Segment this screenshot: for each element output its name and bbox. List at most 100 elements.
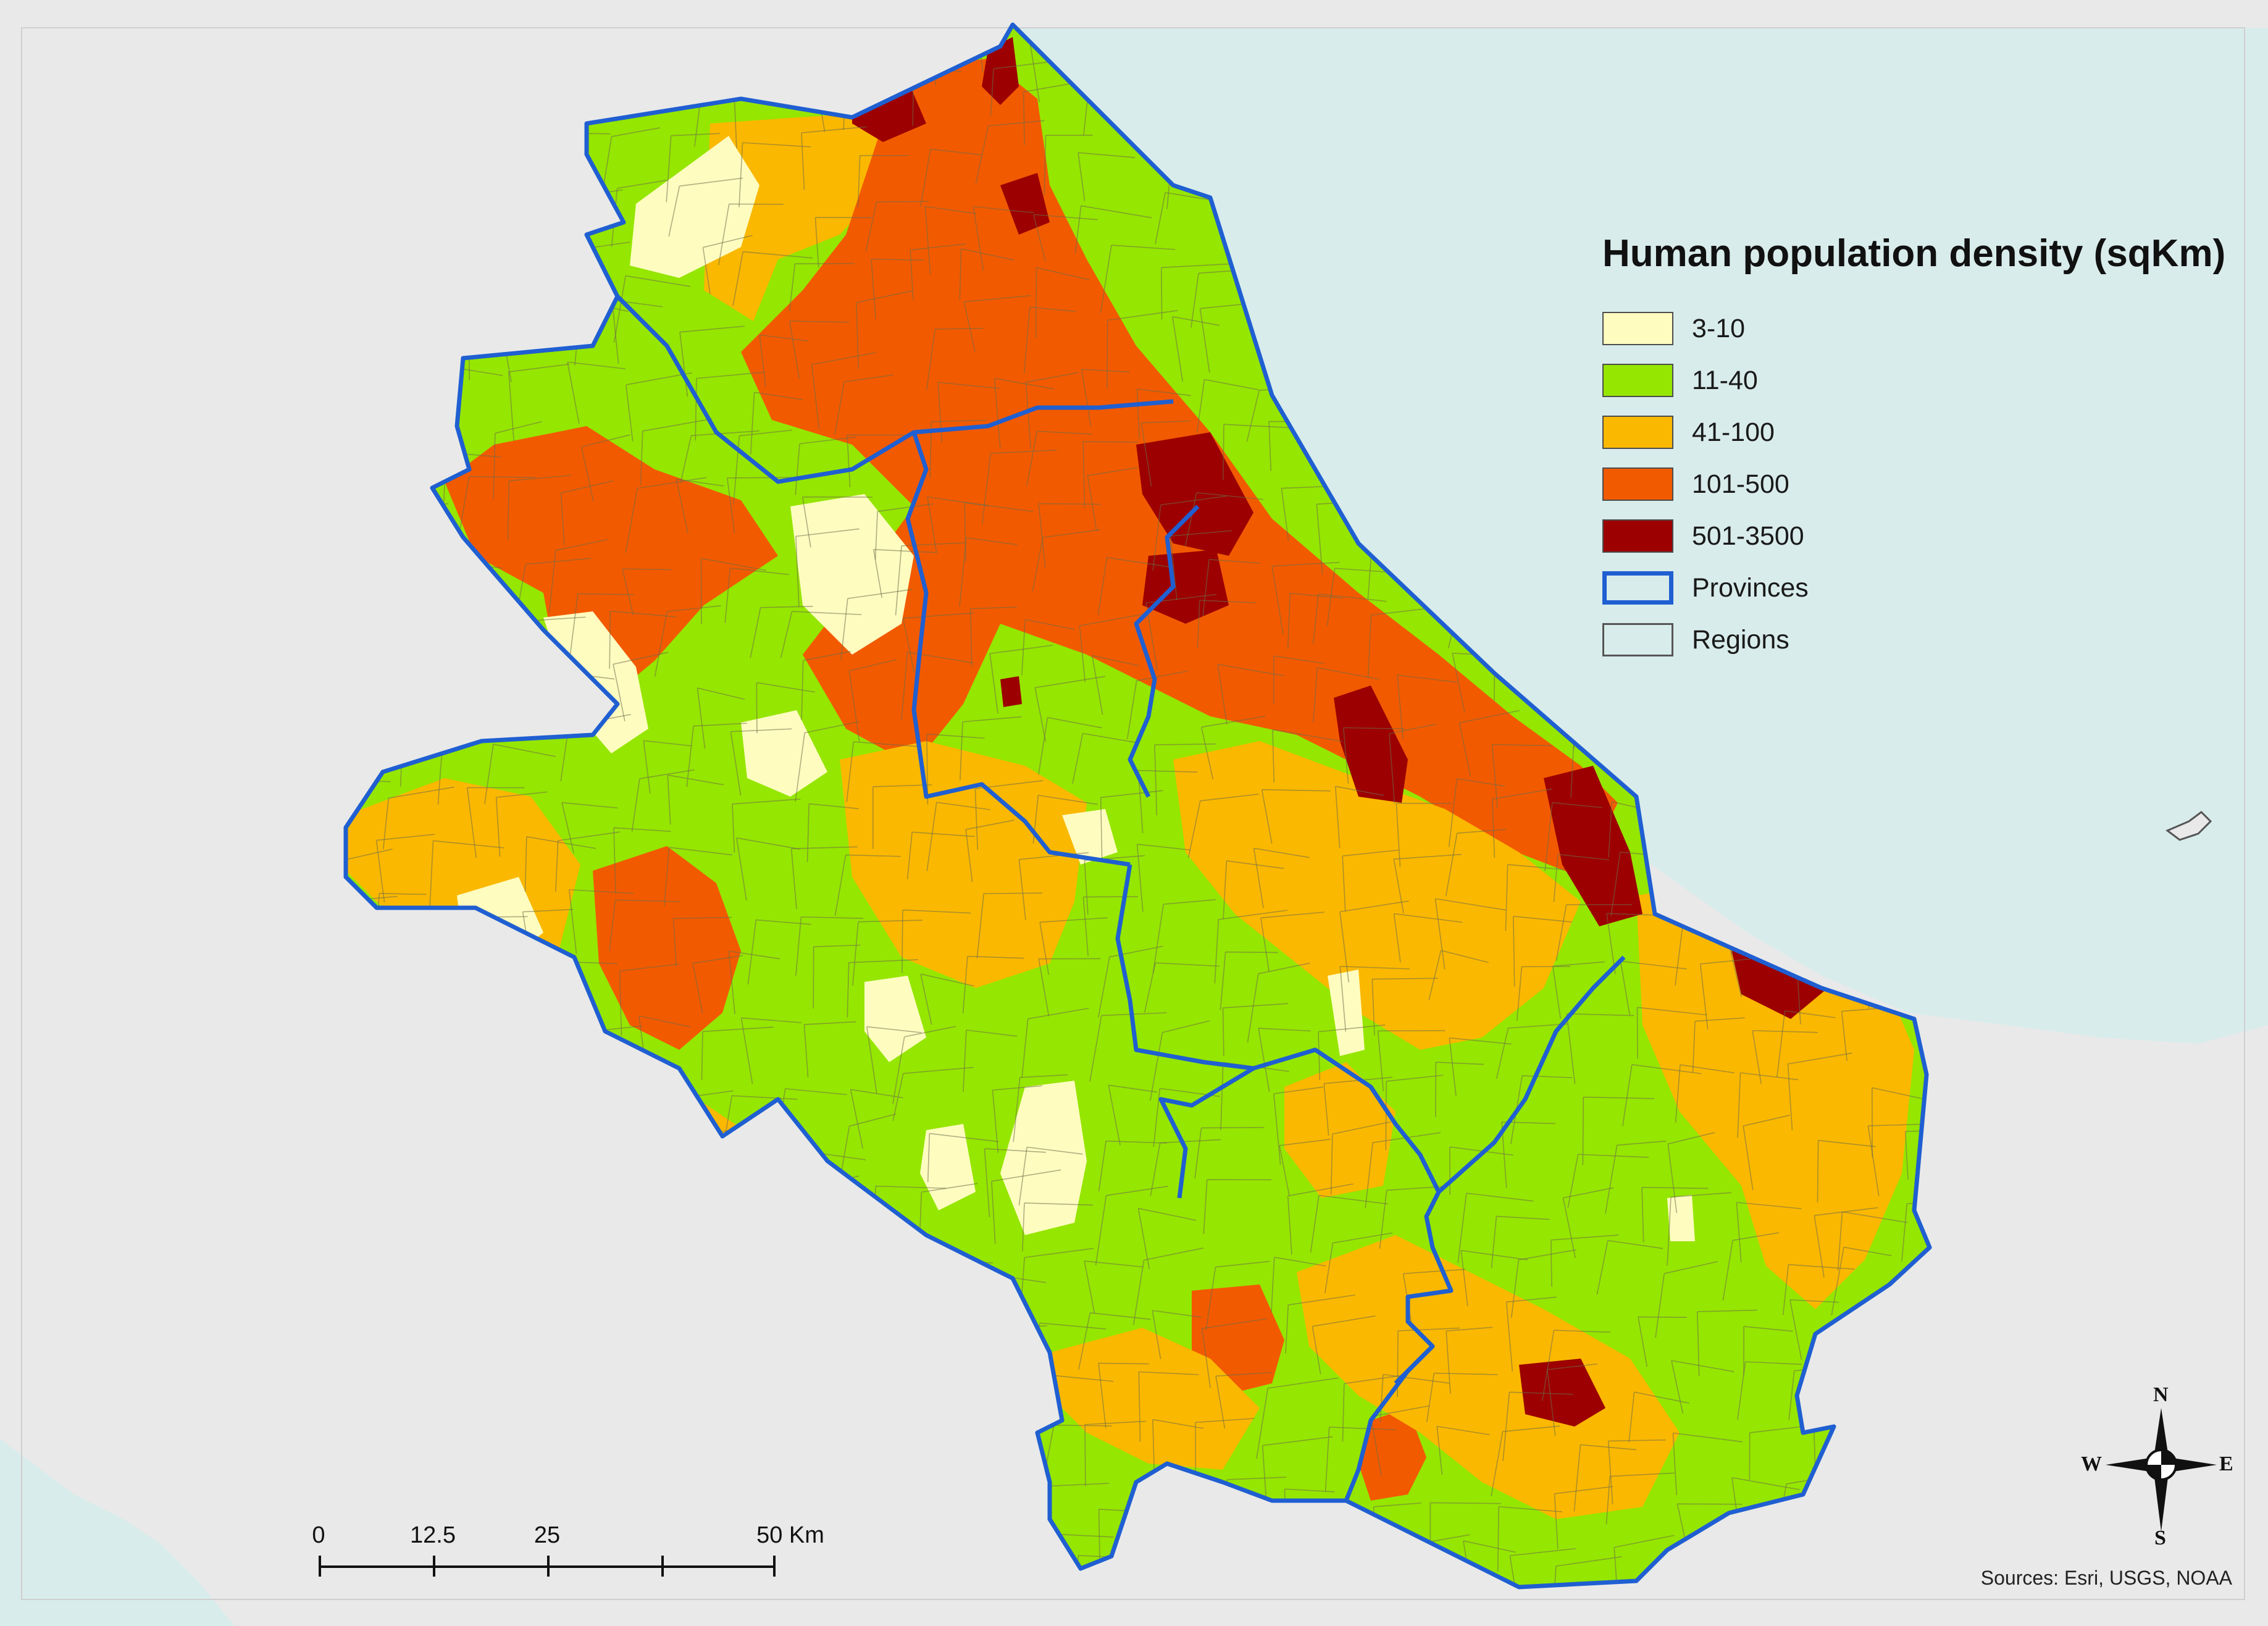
municipality-border <box>1144 962 1220 1013</box>
class-3-10-chieti-small <box>1328 970 1365 1056</box>
class-501-3500-pescara <box>1136 432 1253 556</box>
municipality-border <box>1098 1140 1168 1192</box>
municipality-border <box>622 568 672 616</box>
municipality-border <box>814 217 872 268</box>
municipality-border <box>1287 1183 1354 1255</box>
municipality-border <box>1084 1420 1147 1486</box>
province-border-abruzzo-molise <box>1394 955 1626 1385</box>
municipality-border <box>1039 917 1108 975</box>
municipality-border <box>865 201 929 252</box>
municipality-border <box>1743 1326 1793 1375</box>
municipality-border <box>1107 310 1178 389</box>
municipality-border <box>1260 911 1324 972</box>
municipality-border <box>1605 1141 1667 1214</box>
municipality-border <box>1200 715 1266 780</box>
compass-rose-icon <box>2106 1408 2217 1532</box>
class-3-10-parco <box>1000 1081 1087 1235</box>
municipality-border <box>625 477 707 553</box>
municipality-border <box>666 133 720 203</box>
municipality-border <box>1034 676 1105 742</box>
municipality-border <box>1904 1129 1930 1180</box>
municipality-border <box>1087 467 1138 532</box>
municipality-border <box>1271 561 1340 635</box>
municipality-border <box>1722 1232 1780 1301</box>
municipality-border <box>1215 1372 1272 1429</box>
municipality-border <box>1140 420 1191 487</box>
municipality-border <box>1555 903 1633 961</box>
municipality-border <box>801 496 873 548</box>
municipality-border <box>803 1021 856 1078</box>
municipality-border <box>984 1148 1046 1218</box>
province-border-pescara-chieti <box>1128 505 1200 798</box>
municipality-border <box>1100 245 1176 314</box>
municipality-border <box>375 834 435 903</box>
municipality-border <box>1089 1012 1167 1082</box>
municipality-border <box>701 1026 774 1081</box>
municipality-border <box>926 327 984 391</box>
municipality-border <box>1505 864 1565 931</box>
municipality-border <box>1505 1296 1557 1372</box>
municipality-border <box>1150 1139 1221 1197</box>
class-501-3500-roseto <box>1000 173 1050 235</box>
legend: Human population density (sqKm) 3-10 11-… <box>1602 232 2232 666</box>
municipality-border <box>1081 369 1130 427</box>
municipality-border <box>892 1067 974 1121</box>
municipality-border <box>795 721 860 802</box>
municipality-border <box>780 611 862 658</box>
municipality-border <box>1638 1316 1687 1367</box>
municipality-border <box>739 142 811 207</box>
scale-label-25: 25 <box>534 1522 561 1548</box>
class-501-3500-giulianova <box>982 37 1019 105</box>
municipality-border <box>625 372 692 442</box>
municipality-border <box>1385 1075 1444 1150</box>
municipality-border <box>1084 1260 1144 1314</box>
municipality-border <box>1342 849 1399 912</box>
scale-bar: 0 12.5 25 50 Km <box>296 1522 824 1590</box>
municipality-border <box>1279 1139 1331 1196</box>
municipality-border <box>1220 951 1278 1010</box>
municipality-border <box>920 148 982 207</box>
municipality-border <box>846 741 921 802</box>
municipality-border <box>795 916 864 976</box>
municipality-border <box>1837 1211 1908 1271</box>
municipality-border <box>1334 786 1384 849</box>
municipality-border <box>747 919 811 985</box>
municipality-border <box>848 659 897 742</box>
municipality-border <box>927 1133 999 1182</box>
municipality-border <box>493 421 542 500</box>
municipality-border <box>1247 962 1310 1042</box>
municipality-border <box>795 436 856 495</box>
sources-credit: Sources: Esri, USGS, NOAA <box>1980 1567 2232 1589</box>
municipality-border <box>643 740 692 794</box>
municipality-border <box>1261 789 1331 844</box>
municipality-border <box>726 477 798 534</box>
municipality-border <box>789 321 850 379</box>
municipality-border <box>609 899 680 951</box>
municipality-border <box>1445 829 1506 897</box>
municipality-border <box>847 959 918 1018</box>
municipality-border <box>613 652 669 721</box>
municipality-border <box>1287 592 1343 650</box>
municipality-border <box>1272 729 1342 782</box>
municipality-border <box>1313 667 1380 723</box>
municipality-border <box>1170 530 1232 601</box>
municipality-border <box>1435 1062 1484 1117</box>
municipality-border <box>1426 1372 1498 1422</box>
municipality-border <box>740 1017 801 1084</box>
municipality-border <box>548 539 608 613</box>
municipality-border <box>1196 379 1259 433</box>
municipality-border <box>1367 607 1433 678</box>
municipality-border <box>1607 1439 1666 1504</box>
scale-label-50-km: 50 Km <box>756 1522 824 1548</box>
municipality-border <box>1831 1246 1892 1315</box>
municipality-border <box>992 1085 1042 1153</box>
municipality-border <box>1776 1010 1836 1078</box>
legend-swatch-3-10 <box>1602 312 1673 346</box>
compass-n: N <box>2153 1383 2169 1406</box>
municipality-border <box>1201 1318 1267 1388</box>
legend-item-regions: Regions <box>1602 614 2232 666</box>
municipality-border <box>732 251 813 306</box>
municipality-border <box>1038 958 1101 1016</box>
municipality-border <box>1449 1037 1512 1097</box>
